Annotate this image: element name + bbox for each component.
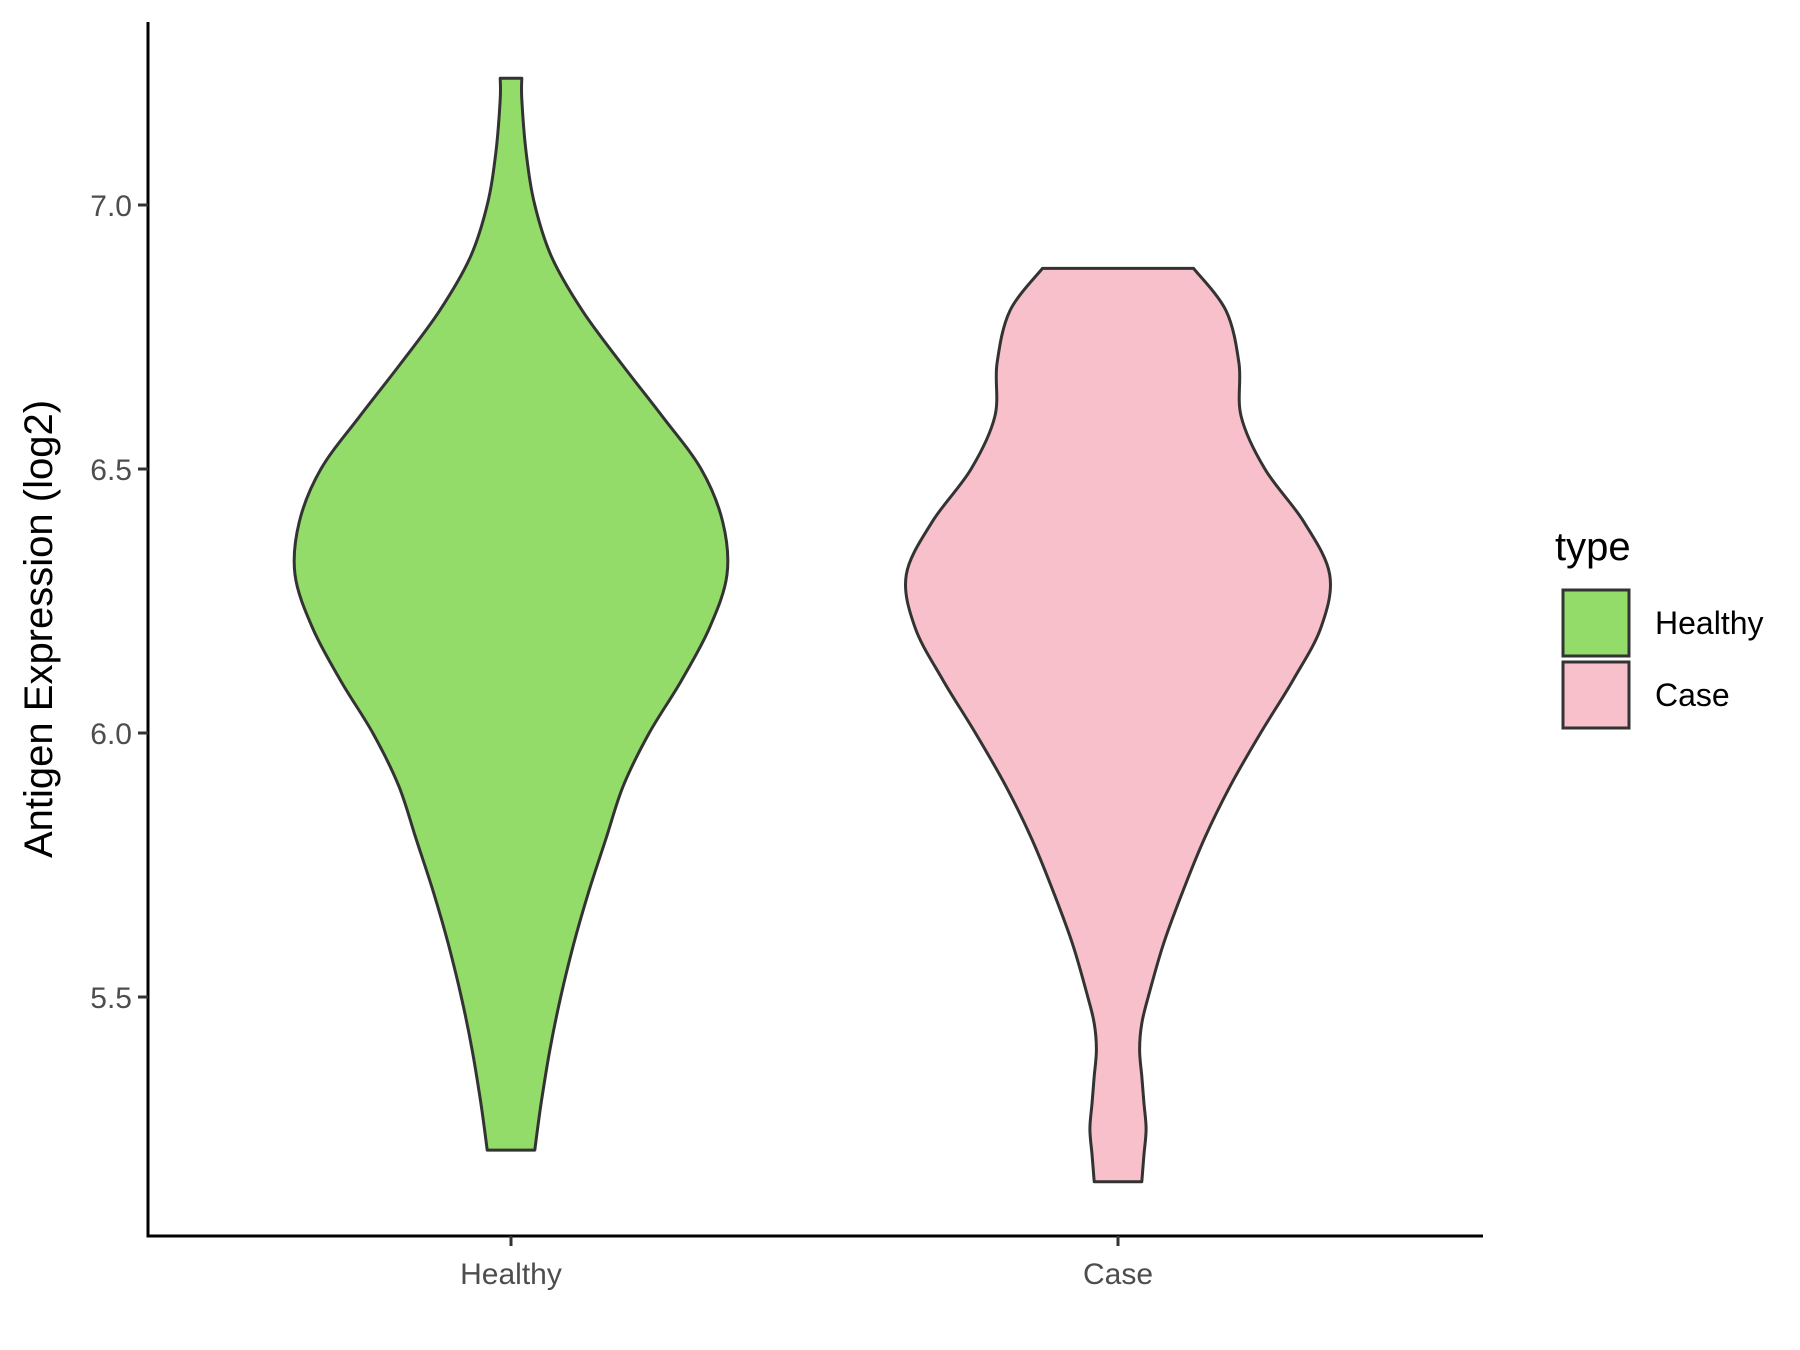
y-ticks: 5.5 6.0 6.5 7.0 xyxy=(90,190,148,1015)
y-tick-label: 7.0 xyxy=(90,190,132,223)
violin-healthy xyxy=(292,76,730,1152)
legend-label-case: Case xyxy=(1655,677,1730,713)
y-tick-label: 5.5 xyxy=(90,982,132,1015)
legend-key-healthy xyxy=(1561,588,1631,658)
x-ticks: Healthy Case xyxy=(460,1236,1153,1291)
x-tick-label: Healthy xyxy=(460,1258,562,1291)
x-tick-label: Case xyxy=(1083,1258,1153,1291)
y-tick-label: 6.5 xyxy=(90,454,132,487)
y-tick-label: 6.0 xyxy=(90,718,132,751)
y-axis-title: Antigen Expression (log2) xyxy=(17,400,61,858)
legend-label-healthy: Healthy xyxy=(1655,605,1764,641)
legend-title: type xyxy=(1555,525,1631,569)
violin-case xyxy=(904,266,1332,1184)
legend: type Healthy Case xyxy=(1555,525,1764,730)
legend-key-case xyxy=(1561,660,1631,730)
violins-layer xyxy=(292,76,1332,1184)
